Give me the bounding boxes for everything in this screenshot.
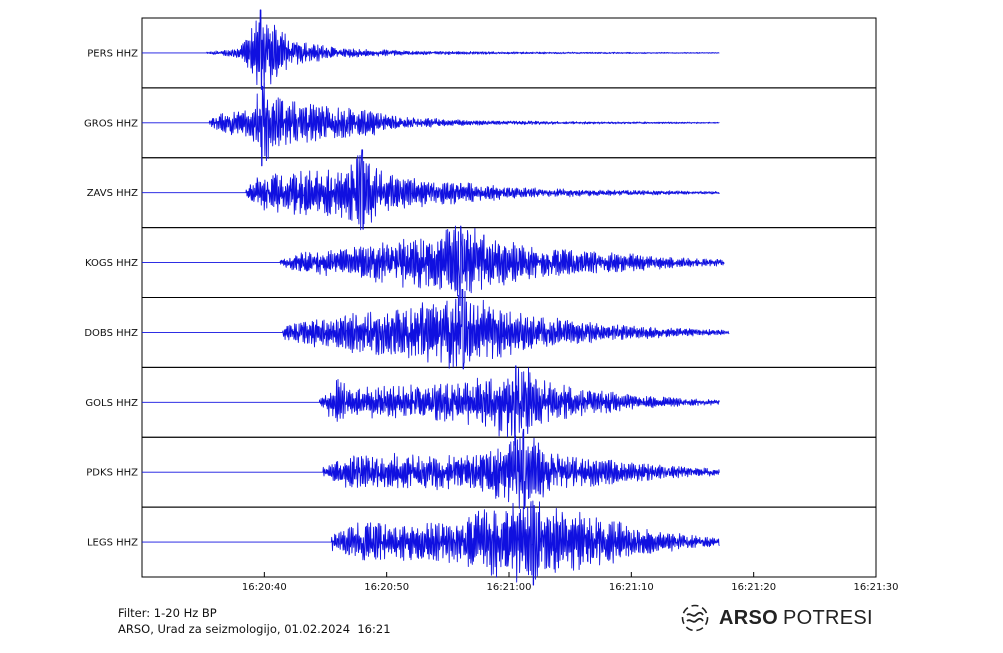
label-pers-hhz: PERS HHZ <box>87 48 138 59</box>
time-axis: 16:20:40 16:20:50 16:21:00 16:21:10 16:21:20… <box>242 572 899 593</box>
waveform-gros-hhz <box>141 82 720 167</box>
brand-wordmark: ARSO POTRESI <box>719 607 873 630</box>
filter-note: Filter: 1-20 Hz BP <box>118 606 217 620</box>
waveform-gols-hhz <box>141 365 720 446</box>
arso-wave-logo-icon <box>681 604 709 632</box>
waveform-dobs-hhz <box>141 289 730 370</box>
tick-label: 16:21:10 <box>609 582 654 593</box>
label-gols-hhz: GOLS HHZ <box>85 398 138 409</box>
waveform-zavs-hhz <box>141 149 720 231</box>
tick-label: 16:21:00 <box>487 582 532 593</box>
seismogram-plot: PERS HHZ GROS HHZ ZAVS HHZ KOGS HHZ DOBS HHZ… <box>84 9 899 593</box>
brand-bold-text: ARSO <box>719 606 778 629</box>
tick-label: 16:21:30 <box>854 582 899 593</box>
label-dobs-hhz: DOBS HHZ <box>84 328 138 339</box>
trace-labels: PERS HHZ GROS HHZ ZAVS HHZ KOGS HHZ DOBS HHZ… <box>84 48 138 548</box>
waveform-pdks-hhz <box>141 428 720 510</box>
waveform-kogs-hhz <box>141 225 725 306</box>
tick-label: 16:20:50 <box>364 582 409 593</box>
tick-label: 16:20:40 <box>242 582 287 593</box>
waveform-legs-hhz <box>141 500 720 586</box>
label-kogs-hhz: KOGS HHZ <box>85 258 138 269</box>
label-gros-hhz: GROS HHZ <box>84 118 138 129</box>
label-legs-hhz: LEGS HHZ <box>87 538 138 549</box>
brand-light-text: POTRESI <box>782 606 873 629</box>
trace-waveforms <box>141 9 730 586</box>
credit-note: ARSO, Urad za seizmologijo, 01.02.2024 1… <box>118 622 391 636</box>
arso-potresi-brand: ARSO POTRESI <box>680 601 873 635</box>
tick-label: 16:21:20 <box>731 582 776 593</box>
waveform-pers-hhz <box>141 9 720 90</box>
label-zavs-hhz: ZAVS HHZ <box>87 188 138 199</box>
label-pdks-hhz: PDKS HHZ <box>86 468 138 479</box>
